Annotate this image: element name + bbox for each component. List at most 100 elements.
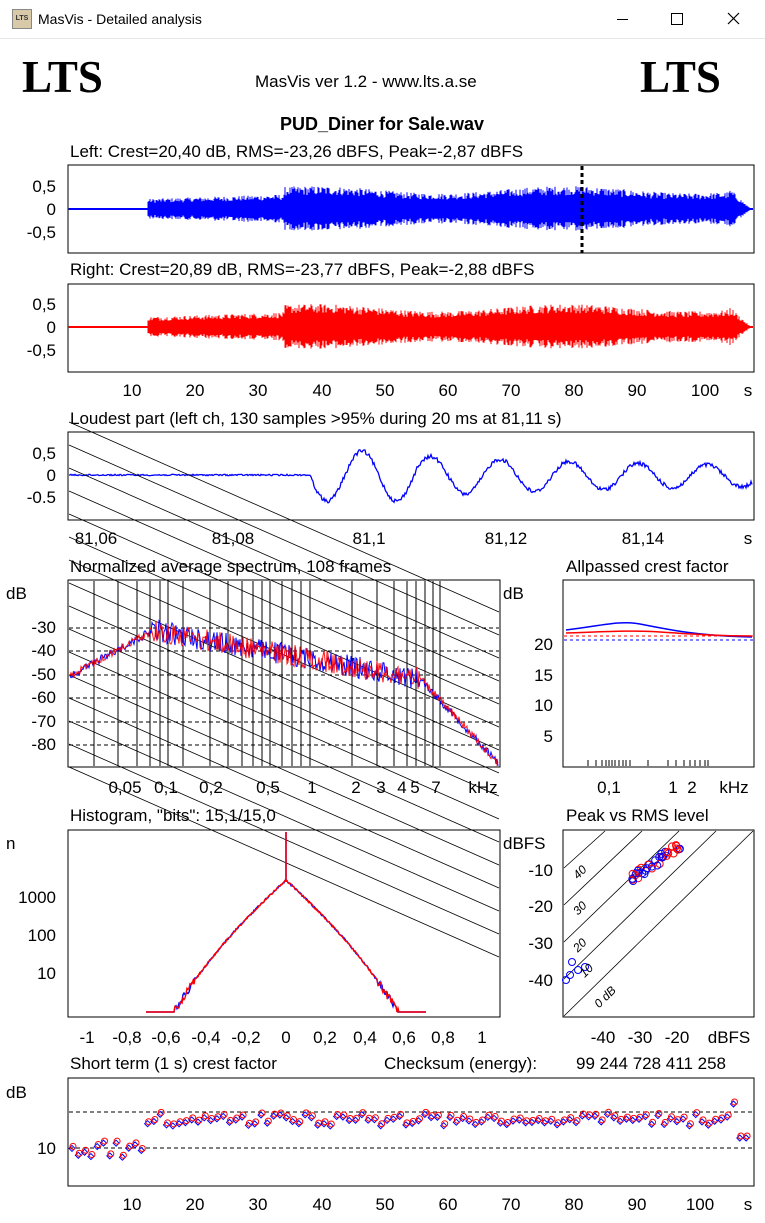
short-term-right-point xyxy=(94,1141,102,1149)
st-tick: 20 xyxy=(186,1195,205,1214)
spectrum-ytick: -60 xyxy=(31,688,56,707)
histogram-xtick: -0,2 xyxy=(231,1028,260,1047)
short-term-right-point xyxy=(731,1098,738,1106)
checksum-label: Checksum (energy): xyxy=(384,1054,537,1073)
peak-rms-point xyxy=(632,869,641,878)
spectrum-slope xyxy=(68,513,500,705)
spectrum-y-axis: -30 -40 -50 -60 -70 -80 xyxy=(31,618,56,754)
peak-rms-diagonal xyxy=(563,830,606,869)
peak-rms-xtick: -40 xyxy=(591,1028,616,1047)
time-unit: s xyxy=(744,381,753,400)
histogram-y-unit: n xyxy=(6,834,15,853)
short-term-right-point xyxy=(668,1113,675,1121)
peak-rms-point xyxy=(658,853,667,862)
peak-rms-point xyxy=(562,976,570,984)
time-tick: 100 xyxy=(691,381,719,400)
short-term-right-point xyxy=(290,1116,297,1124)
close-button[interactable] xyxy=(711,0,757,38)
histogram-xtick: -0,4 xyxy=(191,1028,220,1047)
short-term-right-point xyxy=(132,1139,140,1147)
histogram-xtick: 0 xyxy=(281,1028,290,1047)
peak-rms-label: Peak vs RMS level xyxy=(566,806,709,825)
loudest-frame xyxy=(67,431,755,521)
peak-rms-point xyxy=(568,958,576,966)
peak-rms-ytick: -20 xyxy=(528,897,553,916)
short-term-label: Short term (1 s) crest factor xyxy=(70,1054,277,1073)
st-tick: 100 xyxy=(686,1195,714,1214)
short-term-right-point xyxy=(699,1116,707,1124)
short-term-right-point xyxy=(441,1120,449,1128)
peak-rms-point xyxy=(574,966,582,974)
allpass-right-curve xyxy=(565,630,753,637)
left-waveform-frame xyxy=(67,164,755,254)
short-term-right-point xyxy=(151,1115,159,1123)
short-term-right-point xyxy=(189,1114,197,1122)
minimize-button[interactable] xyxy=(600,0,646,38)
peak-rms-y-unit: dBFS xyxy=(503,834,546,853)
minimize-icon xyxy=(617,19,628,20)
short-term-right-point xyxy=(497,1117,505,1125)
loudest-tick: 81,12 xyxy=(485,529,528,548)
histogram-xtick: -0,8 xyxy=(112,1028,141,1047)
lts-logo-left: LTS xyxy=(22,52,103,102)
histogram-xtick: -1 xyxy=(79,1028,94,1047)
spectrum-xtick: 0,2 xyxy=(199,778,223,797)
loudest-time-axis: 81,06 81,08 81,1 81,12 81,14 s xyxy=(75,529,753,548)
app-icon[interactable]: LTS xyxy=(12,9,32,29)
loudest-unit: s xyxy=(744,529,753,548)
short-term-right-point xyxy=(252,1118,260,1126)
allpass-ytick: 20 xyxy=(534,635,553,654)
peak-rms-point xyxy=(672,842,681,850)
spectrum-slope xyxy=(68,697,500,889)
short-term-right-point xyxy=(69,1142,77,1150)
right-ytick-pos: 0,5 xyxy=(32,295,56,314)
histogram-frame xyxy=(67,829,501,1018)
spectrum-slope xyxy=(68,674,500,866)
peak-rms-points xyxy=(562,841,684,984)
histogram-ytick: 100 xyxy=(28,926,56,945)
short-term-right-point xyxy=(460,1112,468,1120)
time-tick: 30 xyxy=(249,381,268,400)
allpass-frame xyxy=(562,579,755,768)
spectrum-xtick: 0,1 xyxy=(154,778,178,797)
short-term-right-point xyxy=(598,1116,606,1124)
short-term-right-point xyxy=(416,1115,423,1123)
st-tick: 50 xyxy=(376,1195,395,1214)
short-term-right-point xyxy=(258,1109,266,1117)
histogram-series xyxy=(146,879,426,1013)
checksum-value: 99 244 728 411 258 xyxy=(576,1054,726,1073)
short-term-right-point xyxy=(378,1120,386,1128)
histogram-xtick: 0,2 xyxy=(313,1028,337,1047)
spectrum-x-unit: kHz xyxy=(468,778,497,797)
left-ytick-pos: 0,5 xyxy=(32,177,56,196)
spectrum-slope xyxy=(68,490,500,682)
time-tick: 70 xyxy=(502,381,521,400)
spectrum-slope xyxy=(68,651,500,843)
left-ytick-neg: -0,5 xyxy=(27,223,56,242)
spectrum-ytick: -40 xyxy=(31,641,56,660)
spectrum-label: Normalized average spectrum, 108 frames xyxy=(70,557,391,576)
spectrum-ytick: -50 xyxy=(31,665,56,684)
title-bar[interactable]: LTS MasVis - Detailed analysis xyxy=(0,0,765,39)
peak-rms-grid xyxy=(563,830,754,1017)
short-term-right-point xyxy=(359,1109,367,1117)
spectrum-slope xyxy=(68,628,500,820)
spectrum-slope xyxy=(68,582,500,774)
peak-rms-x-unit: dBFS xyxy=(708,1028,751,1047)
spectrum-slope xyxy=(68,720,500,912)
short-term-right-point xyxy=(119,1151,127,1159)
short-term-right-point xyxy=(201,1112,209,1120)
close-icon xyxy=(727,12,740,25)
short-term-right-point xyxy=(605,1108,612,1116)
short-term-right-point xyxy=(239,1111,247,1119)
time-tick: 50 xyxy=(376,381,395,400)
short-term-right-point xyxy=(724,1111,732,1119)
st-unit: s xyxy=(744,1195,753,1214)
short-term-right-point xyxy=(623,1113,631,1121)
maximize-button[interactable] xyxy=(654,0,700,38)
time-tick: 20 xyxy=(186,381,205,400)
analysis-canvas: LTS LTS MasVis ver 1.2 - www.lts.a.se PU… xyxy=(6,52,755,1214)
spectrum-x-axis: 0,05 0,1 0,2 0,5 1 2 3 4 5 7 kHz xyxy=(108,778,497,797)
short-term-right-point xyxy=(705,1119,713,1127)
